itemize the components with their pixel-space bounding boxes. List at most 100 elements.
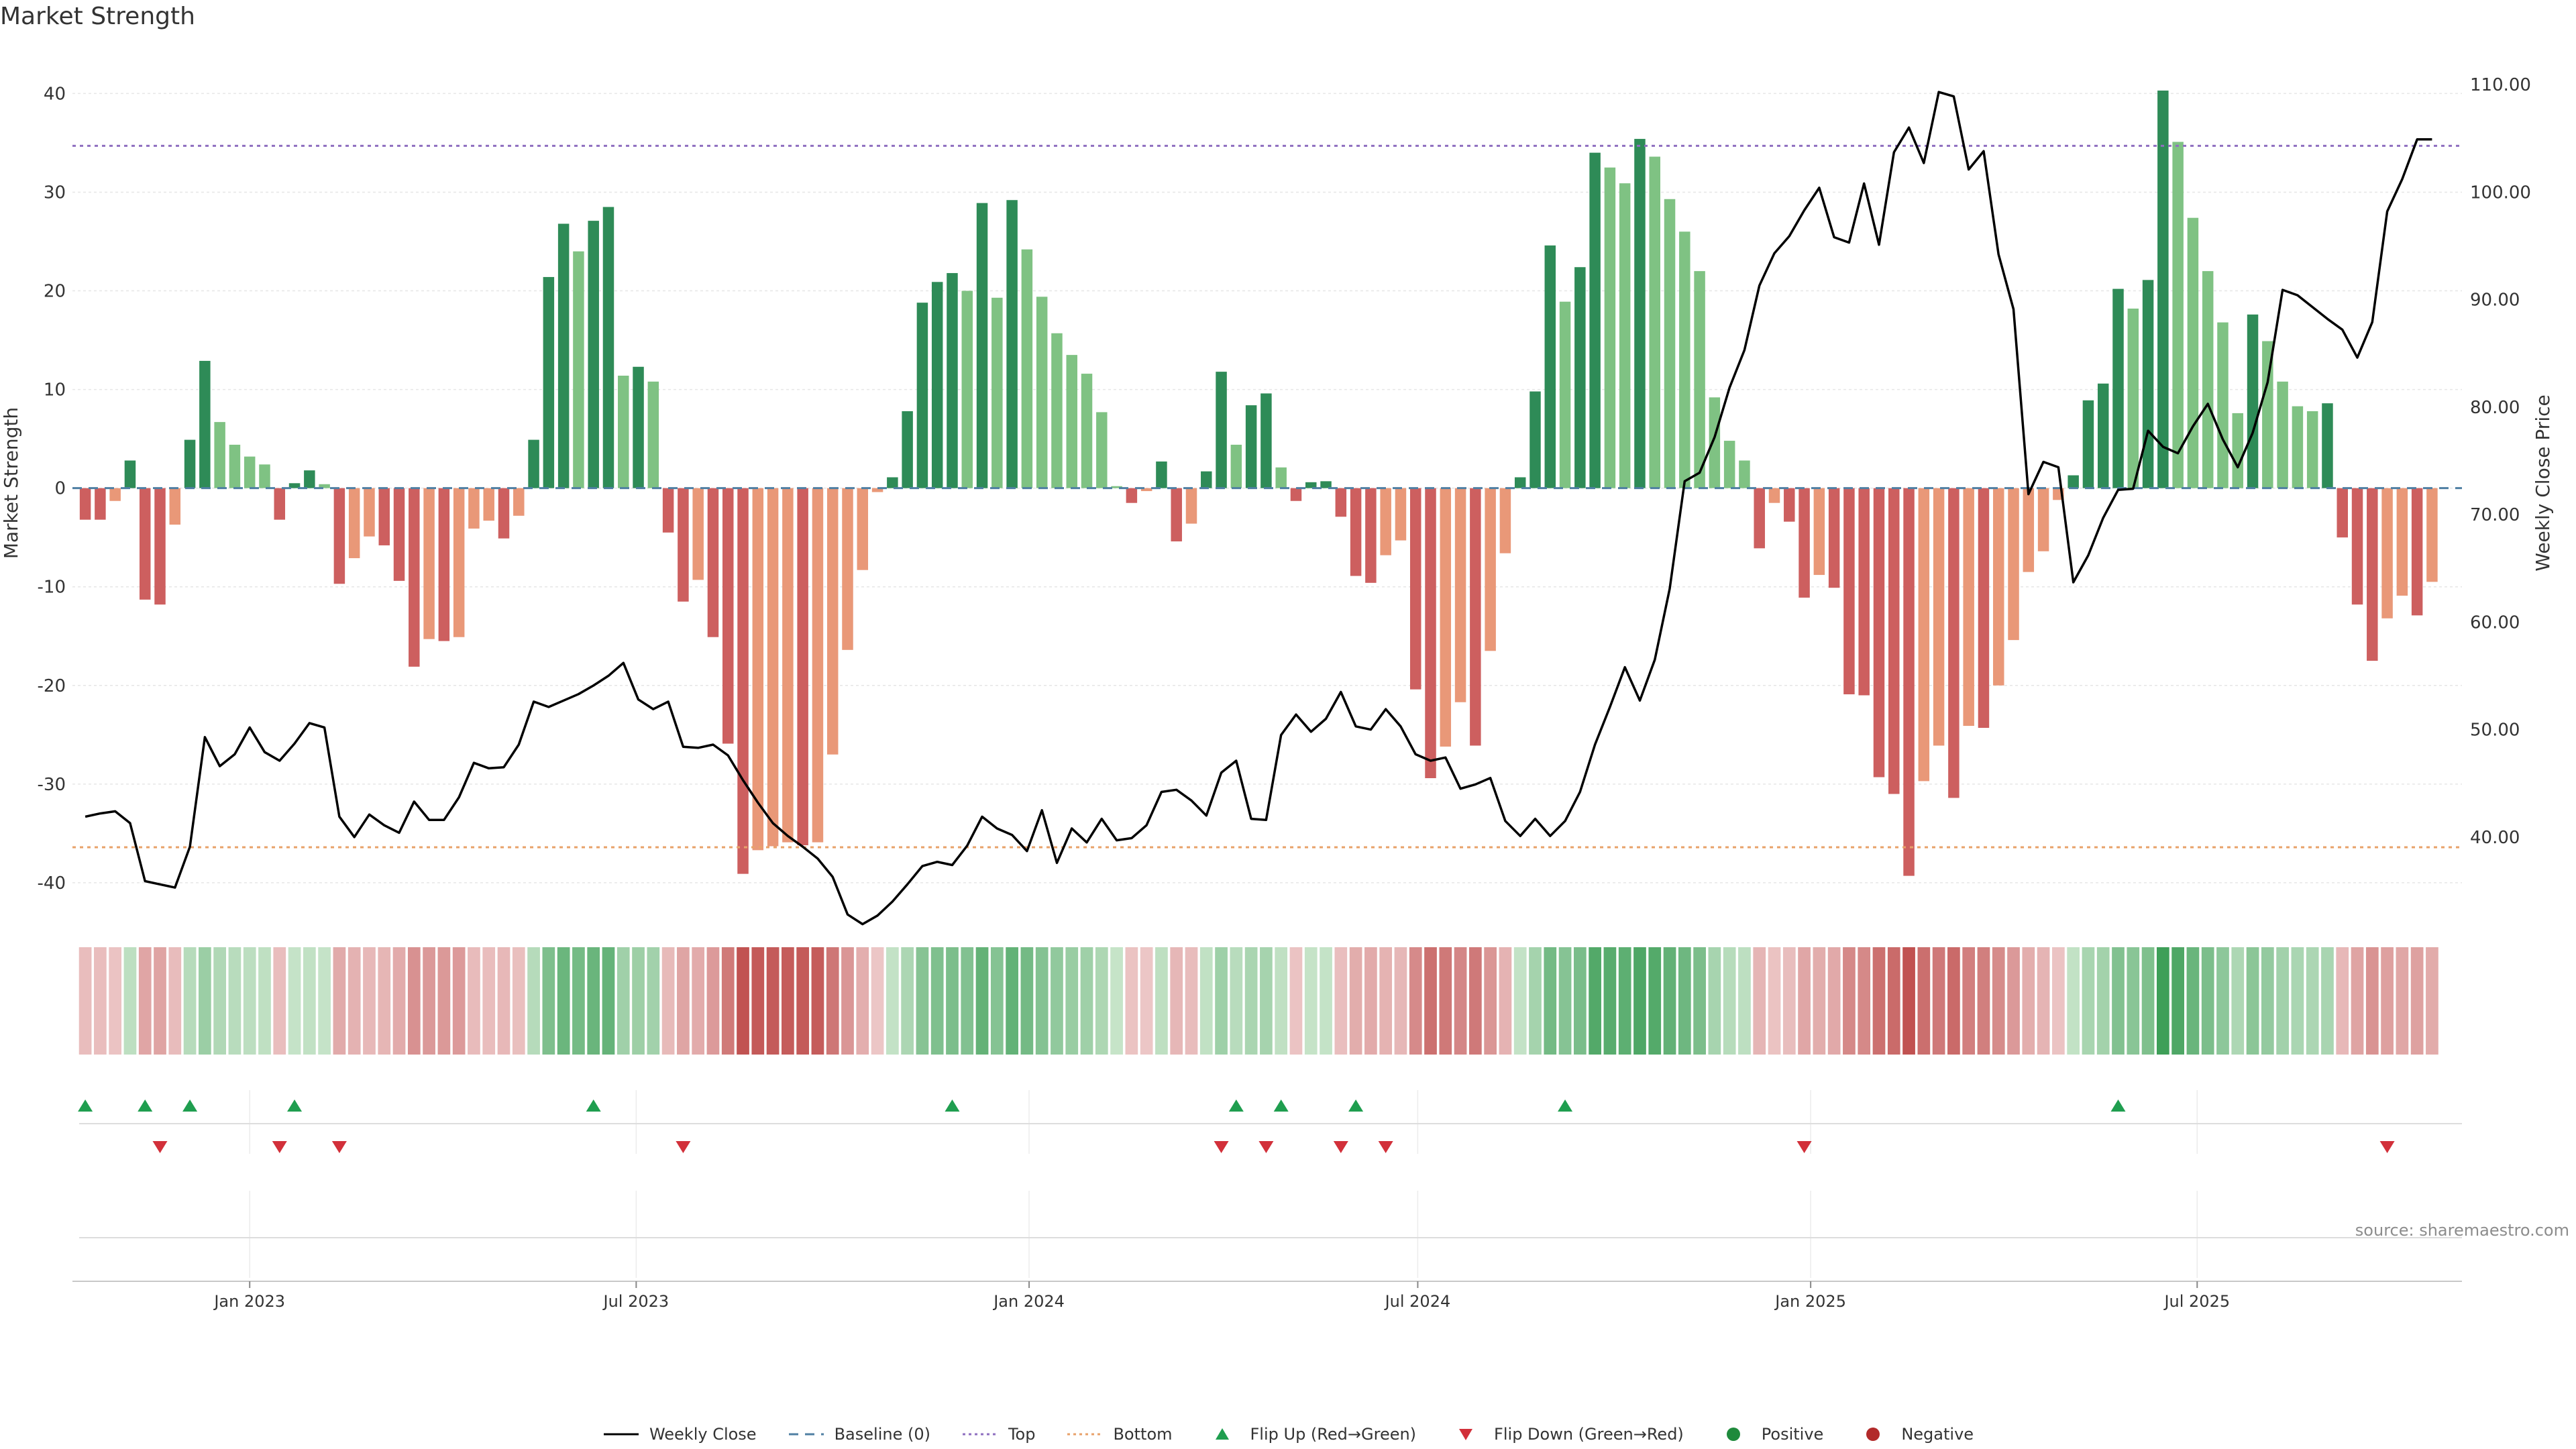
strength-bar: [1365, 488, 1377, 583]
heat-cell: [1320, 947, 1332, 1055]
heat-cell: [1872, 947, 1886, 1055]
heat-cell: [871, 947, 884, 1055]
heat-cell: [1589, 947, 1601, 1055]
strength-bar: [229, 444, 241, 488]
heat-cell: [1484, 947, 1497, 1055]
strength-bar: [573, 251, 584, 488]
heat-cell: [1977, 947, 1990, 1055]
strength-bar: [812, 488, 824, 843]
heat-cell: [557, 947, 570, 1055]
strength-bar: [1873, 488, 1885, 777]
flip-up-marker: [78, 1099, 93, 1112]
heat-cell: [318, 947, 331, 1055]
strength-bar: [1634, 139, 1646, 488]
heat-cell: [273, 947, 286, 1055]
strength-bar: [393, 488, 405, 581]
strength-bar: [1499, 488, 1511, 553]
heat-cell: [2186, 947, 2200, 1055]
heat-cell: [2141, 947, 2155, 1055]
strength-bar: [438, 488, 450, 641]
strength-bar: [1096, 412, 1108, 488]
heat-cell: [1349, 947, 1362, 1055]
heat-cell: [811, 947, 824, 1055]
strength-bar: [1230, 444, 1242, 488]
strength-bar: [483, 488, 494, 521]
heat-cell: [1917, 947, 1931, 1055]
legend-item: Top: [961, 1425, 1036, 1444]
heat-cell: [856, 947, 869, 1055]
strength-bar: [1171, 488, 1182, 542]
x-tick-label: Jul 2024: [1384, 1292, 1451, 1311]
flip-up-marker: [1228, 1099, 1244, 1112]
heat-cell: [1051, 947, 1063, 1055]
x-tick-label: Jul 2025: [2163, 1292, 2230, 1311]
flip-down-marker: [272, 1141, 287, 1153]
strength-bar: [1111, 486, 1122, 488]
legend-item: Baseline (0): [788, 1425, 930, 1444]
strength-bar: [378, 488, 390, 545]
strength-bar: [304, 470, 315, 488]
heat-cell: [1394, 947, 1407, 1055]
heat-cell: [766, 947, 780, 1055]
heat-cell: [737, 947, 749, 1055]
strength-bar: [1185, 488, 1197, 524]
strength-bar: [1275, 467, 1287, 488]
strength-bar: [498, 488, 510, 539]
strength-bar: [618, 376, 629, 488]
strength-bar: [902, 411, 913, 488]
flip-down-marker: [1258, 1141, 1274, 1153]
flip-down-marker: [152, 1141, 168, 1153]
strength-bar: [1978, 488, 1990, 728]
strength-bar: [1066, 355, 1077, 488]
strength-bar: [95, 488, 106, 520]
flip-down-marker: [1796, 1141, 1812, 1153]
heat-cell: [706, 947, 720, 1055]
y-tick-label: -40: [38, 873, 66, 894]
heat-cell: [154, 947, 166, 1055]
strength-bar: [1021, 249, 1033, 488]
strength-bar: [513, 488, 525, 516]
strength-bar: [288, 483, 301, 488]
y-tick-label: 30: [44, 182, 66, 203]
y2-tick-label: 110.00: [2470, 75, 2531, 95]
heat-cell: [198, 947, 211, 1055]
heat-cell: [885, 947, 899, 1055]
strength-bar: [1828, 488, 1840, 588]
heat-cell: [213, 947, 226, 1055]
strength-bar: [1440, 488, 1452, 747]
strength-bar: [1739, 460, 1750, 488]
heat-cell: [2112, 947, 2125, 1055]
strength-bar: [737, 488, 749, 874]
y-axis-label: Market Strength: [0, 407, 22, 559]
heat-cell: [2216, 947, 2229, 1055]
heat-cell: [2127, 947, 2140, 1055]
heat-cell: [1633, 947, 1646, 1055]
heat-cell: [303, 947, 316, 1055]
legend-label: Top: [1008, 1425, 1036, 1444]
strength-bar: [1081, 374, 1093, 488]
strength-bar: [2127, 309, 2139, 488]
heat-cell: [1753, 947, 1766, 1055]
heat-cell: [2246, 947, 2259, 1055]
heat-cell: [407, 947, 421, 1055]
strength-bar: [1754, 488, 1765, 549]
heat-cell: [94, 947, 107, 1055]
strength-bar: [1126, 488, 1138, 503]
strength-bar: [947, 273, 958, 488]
legend-item: Flip Down (Green→Red): [1447, 1425, 1684, 1444]
strength-bar: [2142, 280, 2154, 488]
heat-cell: [1678, 947, 1691, 1055]
y-tick-label: -10: [38, 578, 66, 598]
heat-cell: [1020, 947, 1034, 1055]
strength-bar: [2247, 314, 2259, 488]
strength-bar: [916, 303, 928, 488]
strength-bar: [931, 282, 943, 488]
strength-bar: [1843, 488, 1855, 694]
heat-cell: [2067, 947, 2080, 1055]
heat-cell: [2082, 947, 2095, 1055]
strength-bar: [154, 488, 166, 605]
strength-bar: [2351, 488, 2363, 605]
heat-cell: [1858, 947, 1871, 1055]
strength-bars: [79, 91, 2438, 876]
flip-up-marker: [1348, 1099, 1364, 1112]
